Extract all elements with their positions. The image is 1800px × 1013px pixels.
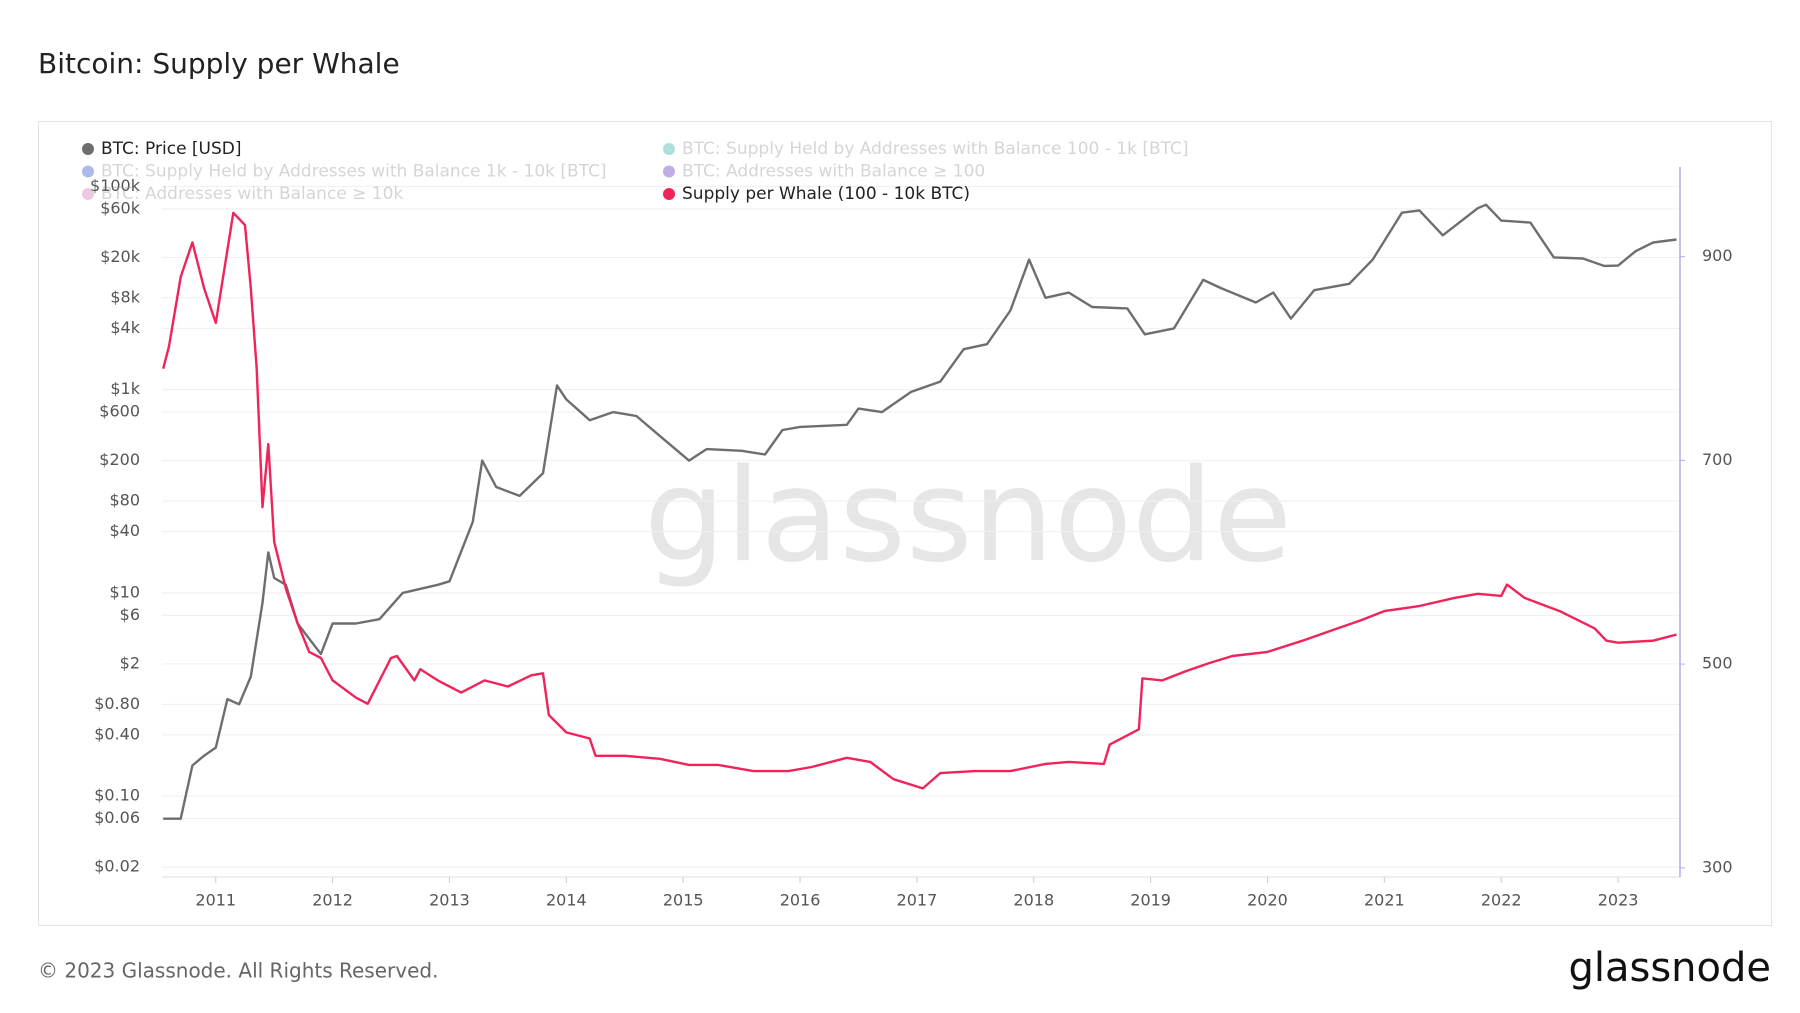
- legend-swatch: [663, 188, 675, 200]
- y-tick-label: $8k: [110, 287, 140, 306]
- legend-label: BTC: Addresses with Balance ≥ 10k: [101, 184, 403, 204]
- legend-label: BTC: Addresses with Balance ≥ 100: [682, 162, 985, 182]
- y-tick-label: $2: [120, 653, 140, 672]
- x-tick-label: 2020: [1247, 891, 1288, 910]
- x-tick-label: 2013: [429, 891, 470, 910]
- legend-label: Supply per Whale (100 - 10k BTC): [682, 184, 970, 204]
- x-tick-label: 2019: [1130, 891, 1171, 910]
- x-tick-label: 2017: [897, 891, 938, 910]
- y-tick-label: $10: [109, 582, 140, 601]
- y-tick-label: $20k: [100, 247, 141, 266]
- x-tick-label: 2011: [195, 891, 236, 910]
- y-tick-label: $600: [99, 402, 140, 421]
- y-tick-label: $80: [109, 491, 140, 510]
- y-tick-label: $0.10: [94, 786, 140, 805]
- y2-tick-label: 700: [1702, 450, 1733, 469]
- legend-label: BTC: Supply Held by Addresses with Balan…: [682, 139, 1189, 159]
- logo: glassnode: [1568, 945, 1771, 991]
- legend-item[interactable]: BTC: Price [USD]: [82, 139, 242, 159]
- y-tick-label: $40: [109, 521, 140, 540]
- legend-swatch: [663, 143, 675, 155]
- legend-swatch: [82, 188, 94, 200]
- x-tick-label: 2014: [546, 891, 587, 910]
- watermark: glassnode: [644, 442, 1292, 591]
- y-tick-label: $0.80: [94, 694, 140, 713]
- legend-swatch: [82, 165, 94, 178]
- y-tick-label: $0.40: [94, 724, 140, 743]
- chart-frame: [38, 121, 1772, 926]
- legend-swatch: [663, 165, 675, 178]
- y2-tick-label: 900: [1702, 246, 1733, 265]
- x-tick-label: 2018: [1013, 891, 1054, 910]
- y-tick-label: $200: [99, 450, 140, 469]
- x-tick-label: 2021: [1364, 891, 1405, 910]
- y2-tick-label: 300: [1702, 857, 1733, 876]
- x-tick-label: 2012: [312, 891, 353, 910]
- legend-item[interactable]: BTC: Supply Held by Addresses with Balan…: [663, 139, 1189, 159]
- x-tick-label: 2015: [663, 891, 704, 910]
- legend-item[interactable]: Supply per Whale (100 - 10k BTC): [663, 184, 970, 204]
- page-title: Bitcoin: Supply per Whale: [38, 47, 400, 80]
- legend-label: BTC: Supply Held by Addresses with Balan…: [101, 162, 607, 182]
- legend-swatch: [82, 143, 94, 155]
- y-tick-label: $4k: [110, 318, 140, 337]
- y-tick-label: $100k: [90, 176, 141, 195]
- y-tick-label: $0.02: [94, 857, 140, 876]
- series-line: [163, 203, 1677, 820]
- x-tick-label: 2023: [1598, 891, 1639, 910]
- y2-tick-label: 500: [1702, 654, 1733, 673]
- x-tick-label: 2022: [1481, 891, 1522, 910]
- legend-item[interactable]: BTC: Addresses with Balance ≥ 10k: [82, 184, 403, 204]
- copyright: © 2023 Glassnode. All Rights Reserved.: [38, 959, 438, 983]
- legend-label: BTC: Price [USD]: [101, 139, 242, 159]
- y-tick-label: $6: [120, 605, 140, 624]
- plot: $100k $60k $20k $8k $4k $1k $600 $200 $80 $40 $10 $…: [82, 139, 1733, 910]
- legend-item[interactable]: BTC: Supply Held by Addresses with Balan…: [82, 162, 607, 182]
- y-tick-label: $0.06: [94, 808, 140, 827]
- y-tick-label: $1k: [110, 379, 140, 398]
- legend-item[interactable]: BTC: Addresses with Balance ≥ 100: [663, 162, 985, 182]
- x-tick-label: 2016: [780, 891, 821, 910]
- series-line: [162, 211, 1677, 790]
- y-tick-label: $60k: [100, 198, 141, 217]
